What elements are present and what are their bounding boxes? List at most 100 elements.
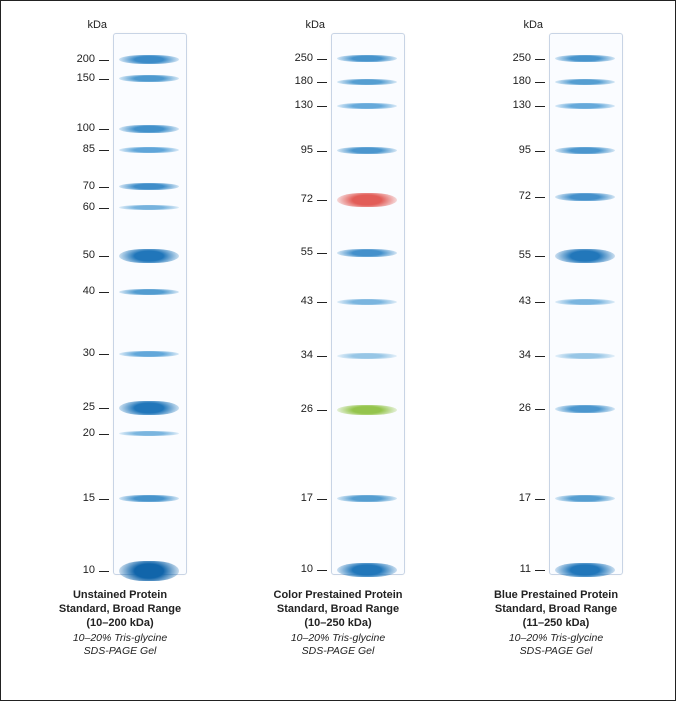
unit-label: kDa [87, 19, 107, 31]
mw-label: 150 [77, 72, 95, 84]
protein-band [555, 353, 615, 359]
tick-mark [99, 129, 109, 130]
caption-line: SDS-PAGE Gel [302, 645, 375, 657]
mw-label: 250 [513, 52, 531, 64]
mw-label: 43 [519, 295, 531, 307]
mw-label: 100 [77, 122, 95, 134]
tick-mark [535, 499, 545, 500]
protein-band [337, 147, 397, 154]
tick-mark [99, 499, 109, 500]
protein-band [119, 183, 179, 190]
mw-label: 30 [83, 347, 95, 359]
mw-label: 95 [519, 144, 531, 156]
protein-band [555, 55, 615, 62]
mw-label: 200 [77, 53, 95, 65]
caption-line: Color Prestained Protein [274, 589, 403, 601]
protein-band [119, 249, 179, 263]
mw-label: 20 [83, 427, 95, 439]
tick-mark [99, 150, 109, 151]
tick-mark [317, 106, 327, 107]
mw-label: 130 [295, 99, 313, 111]
tick-mark [317, 410, 327, 411]
protein-band [337, 405, 397, 415]
mw-label: 130 [513, 99, 531, 111]
gel-area: kDa2501801309572554334261711 [471, 19, 641, 579]
protein-band [119, 75, 179, 82]
mw-label: 180 [295, 75, 313, 87]
gel-area: kDa20015010085706050403025201510 [35, 19, 205, 579]
tick-mark [535, 151, 545, 152]
caption-line: Standard, Broad Range [277, 603, 399, 615]
protein-band [555, 193, 615, 201]
tick-mark [535, 302, 545, 303]
mw-label: 70 [83, 180, 95, 192]
tick-mark [317, 151, 327, 152]
protein-band [337, 79, 397, 85]
caption-subtitle: 10–20% Tris-glycineSDS-PAGE Gel [59, 632, 181, 658]
tick-mark [99, 187, 109, 188]
caption-line: SDS-PAGE Gel [84, 645, 157, 657]
tick-mark [99, 571, 109, 572]
figure-frame: kDa20015010085706050403025201510Unstaine… [0, 0, 676, 701]
panel-caption: Blue Prestained ProteinStandard, Broad R… [494, 589, 618, 659]
caption-line: Standard, Broad Range [59, 603, 181, 615]
caption-line: (10–250 kDa) [304, 617, 371, 629]
protein-band [337, 55, 397, 62]
protein-band [555, 79, 615, 85]
tick-mark [535, 409, 545, 410]
mw-label: 180 [513, 75, 531, 87]
tick-mark [99, 292, 109, 293]
protein-band [555, 147, 615, 154]
tick-mark [317, 356, 327, 357]
tick-mark [317, 302, 327, 303]
caption-title: Color Prestained Protein Standard, Broad … [274, 589, 403, 630]
tick-mark [317, 59, 327, 60]
protein-band [119, 351, 179, 357]
protein-band [337, 299, 397, 305]
mw-label: 40 [83, 285, 95, 297]
mw-label: 11 [520, 563, 531, 575]
tick-mark [317, 200, 327, 201]
tick-mark [99, 79, 109, 80]
protein-band [337, 495, 397, 502]
tick-mark [317, 570, 327, 571]
panel-2: kDa2501801309572554334261711Blue Prestai… [456, 19, 656, 690]
caption-subtitle: 10–20% Tris-glycineSDS-PAGE Gel [274, 632, 403, 658]
mw-label: 250 [295, 52, 313, 64]
tick-mark [535, 356, 545, 357]
protein-band [119, 55, 179, 64]
unit-label: kDa [305, 19, 325, 31]
gel-area: kDa2501801309572554334261710 [253, 19, 423, 579]
mw-label: 72 [301, 193, 313, 205]
protein-band [119, 495, 179, 502]
tick-mark [535, 570, 545, 571]
mw-label: 26 [519, 402, 531, 414]
protein-band [119, 401, 179, 415]
tick-mark [535, 256, 545, 257]
panel-0: kDa20015010085706050403025201510Unstaine… [20, 19, 220, 690]
protein-band [119, 125, 179, 133]
tick-mark [99, 60, 109, 61]
mw-label: 55 [519, 249, 531, 261]
caption-title: Unstained ProteinStandard, Broad Range(1… [59, 589, 181, 630]
mw-label: 34 [301, 349, 313, 361]
gel-lane [113, 33, 187, 575]
mw-label: 55 [301, 246, 313, 258]
protein-band [337, 193, 397, 207]
protein-band [337, 563, 397, 577]
tick-mark [535, 106, 545, 107]
protein-band [119, 431, 179, 436]
protein-band [555, 103, 615, 109]
mw-label: 17 [301, 492, 313, 504]
tick-mark [535, 59, 545, 60]
mw-label: 72 [519, 190, 531, 202]
protein-band [555, 495, 615, 502]
tick-mark [317, 499, 327, 500]
mw-label: 26 [301, 403, 313, 415]
mw-label: 50 [83, 249, 95, 261]
protein-band [337, 353, 397, 359]
protein-band [555, 299, 615, 305]
tick-mark [99, 354, 109, 355]
caption-line: (11–250 kDa) [523, 617, 590, 629]
panel-caption: Color Prestained Protein Standard, Broad … [274, 589, 403, 659]
